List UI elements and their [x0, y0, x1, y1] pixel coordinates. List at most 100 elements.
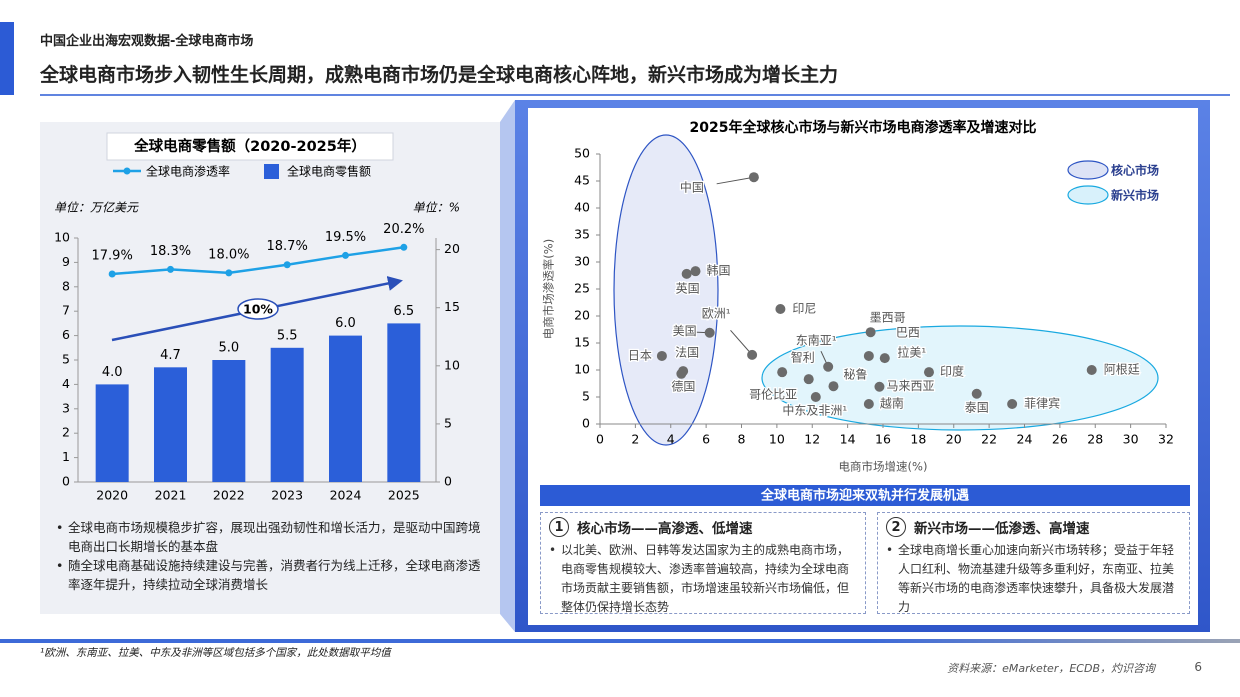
point — [748, 172, 759, 183]
point-label: 菲律宾 — [1024, 396, 1060, 411]
point-label: 日本 — [628, 348, 652, 362]
y-tick-label: 25 — [574, 281, 590, 296]
y-tick-label: 5 — [62, 352, 70, 367]
point-label: 智利 — [791, 350, 815, 365]
x-tick-label: 2023 — [271, 488, 303, 503]
point-label: 中东及非洲¹ — [782, 403, 847, 418]
y2-tick-label: 5 — [444, 415, 452, 430]
notes: 全球电商市场规模稳步扩容，展现出强劲韧性和增长活力，是驱动中国跨境电商出口长期增… — [56, 518, 486, 594]
point — [865, 327, 876, 338]
point — [874, 381, 885, 392]
x-tick-label: 2 — [631, 432, 639, 447]
x-tick-label: 28 — [1087, 432, 1103, 447]
card-text: 以北美、欧洲、日韩等发达国家为主的成熟电商市场，电商零售规模较大、渗透率普遍较高… — [549, 541, 857, 617]
y-tick-label: 20 — [574, 308, 590, 323]
point — [810, 392, 821, 402]
card-number: 1 — [549, 517, 569, 537]
emerging-region — [761, 325, 1159, 431]
y-tick-label: 40 — [574, 200, 590, 215]
point-label: 印尼 — [792, 301, 816, 315]
point — [690, 266, 701, 277]
line — [112, 246, 405, 276]
bottom-rule — [0, 639, 1240, 643]
point — [971, 388, 982, 399]
y-tick-label: 8 — [62, 278, 70, 293]
point-label: 墨西哥 — [870, 311, 906, 325]
line-label: 18.0% — [208, 247, 249, 262]
bar-label: 4.0 — [102, 365, 123, 380]
point-label: 韩国 — [707, 263, 731, 278]
y-tick-label: 2 — [62, 425, 70, 440]
y-axis-label: 电商市场渗透率(%) — [542, 239, 556, 339]
x-tick-label: 26 — [1052, 432, 1068, 447]
legend-label: 全球电商零售额 — [287, 164, 371, 179]
leader-line — [716, 176, 754, 185]
x-tick-label: 2025 — [388, 488, 420, 503]
x-tick-label: 18 — [910, 432, 926, 447]
y-tick-label: 15 — [574, 335, 590, 350]
x-axis-label: 电商市场增速(%) — [839, 460, 928, 474]
legend-swatch — [1067, 185, 1109, 205]
note: 全球电商市场规模稳步扩容，展现出强劲韧性和增长活力，是驱动中国跨境电商出口长期增… — [56, 518, 486, 556]
card-head: 2 新兴市场——低渗透、高增速 — [886, 516, 1181, 538]
point — [775, 303, 786, 314]
bar — [212, 360, 246, 482]
y-tick-label: 4 — [62, 376, 70, 391]
bar-label: 4.7 — [160, 348, 181, 363]
point — [863, 350, 874, 361]
card-title: 核心市场——高渗透、低增速 — [577, 521, 753, 537]
y-tick-label: 7 — [62, 303, 70, 318]
x-tick-label: 30 — [1123, 432, 1139, 447]
bar — [387, 323, 421, 482]
y2-tick-label: 20 — [444, 241, 460, 256]
point — [681, 268, 692, 279]
line-marker — [400, 243, 408, 251]
point-label: 英国 — [676, 281, 700, 295]
card-number: 2 — [886, 517, 906, 537]
point — [676, 368, 687, 379]
line-marker — [225, 269, 233, 277]
x-tick-label: 32 — [1158, 432, 1174, 447]
y2-tick-label: 15 — [444, 299, 460, 314]
legend-swatch — [264, 164, 279, 179]
x-tick-label: 4 — [667, 432, 675, 447]
summary-banner — [540, 485, 1190, 506]
line-label: 18.7% — [267, 239, 308, 254]
point — [747, 349, 758, 360]
source: 资料来源：eMarketer，ECDB，灼识咨询 — [947, 662, 1155, 675]
point — [923, 367, 934, 378]
bar — [154, 367, 187, 482]
point-label: 巴西 — [896, 325, 920, 339]
legend-label: 核心市场 — [1111, 163, 1159, 178]
connector — [500, 100, 515, 632]
bar-label: 5.0 — [218, 341, 239, 356]
line-marker — [342, 251, 349, 259]
x-tick-label: 14 — [840, 432, 856, 447]
y-tick-label: 0 — [62, 474, 70, 489]
card-text: 全球电商增长重心加速向新兴市场转移；受益于年轻人口红利、物流基建升级等多重利好，… — [886, 541, 1181, 617]
point-label: 秘鲁 — [843, 368, 867, 382]
x-tick-label: 10 — [769, 432, 785, 447]
y2-tick-label: 10 — [444, 357, 460, 372]
chart-title: 2025年全球核心市场与新兴市场电商渗透率及增速对比 — [690, 119, 1037, 136]
y-tick-label: 10 — [574, 362, 590, 377]
bar — [95, 384, 129, 482]
y-tick-label: 50 — [574, 146, 590, 161]
card-title: 新兴市场——低渗透、高增速 — [914, 521, 1090, 537]
point — [803, 374, 814, 385]
point — [777, 367, 788, 378]
point-label: 美国 — [673, 324, 697, 338]
point-label: 阿根廷 — [1104, 363, 1140, 377]
point-label: 泰国 — [965, 400, 989, 414]
summary-title: 全球电商市场迎来双轨并行发展机遇 — [760, 488, 969, 504]
point-label: 欧洲¹ — [702, 306, 731, 320]
y-tick-label: 35 — [574, 227, 590, 242]
point — [879, 353, 890, 364]
annotation: 10% — [243, 302, 273, 317]
point-label: 拉美¹ — [897, 345, 926, 360]
point — [828, 381, 839, 392]
point — [823, 361, 834, 372]
y-tick-label: 30 — [574, 254, 590, 269]
line-marker — [283, 261, 291, 269]
